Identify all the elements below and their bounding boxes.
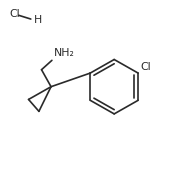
Text: NH₂: NH₂ <box>54 48 75 58</box>
Text: Cl: Cl <box>10 10 20 19</box>
Text: Cl: Cl <box>140 62 151 72</box>
Text: H: H <box>34 15 42 25</box>
